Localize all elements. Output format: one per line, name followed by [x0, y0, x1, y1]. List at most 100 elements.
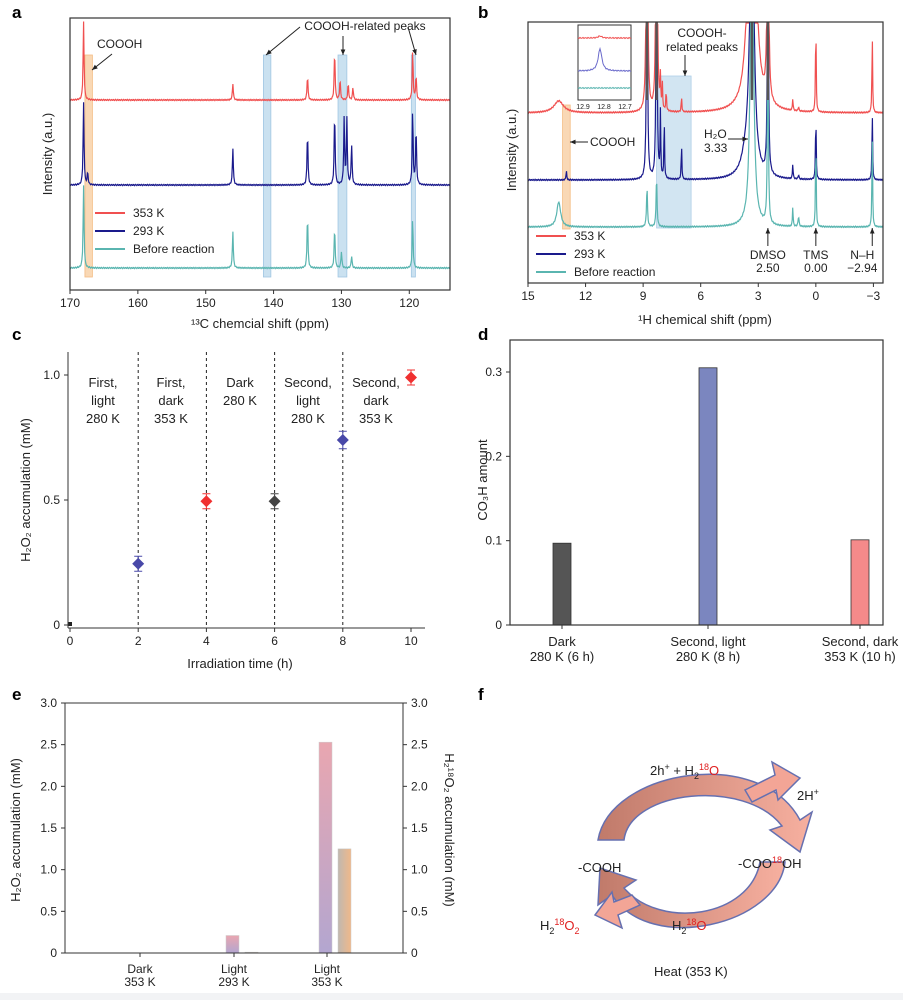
region-label: Dark — [226, 375, 254, 390]
arrowhead — [412, 49, 417, 55]
spectrum-line-before-reaction — [527, 22, 884, 229]
tms-value: 0.00 — [804, 261, 828, 275]
bar-h2o2 — [318, 741, 333, 954]
data-point — [132, 557, 145, 570]
x-tick-label: 12 — [579, 289, 593, 303]
y-tick-label: 1.0 — [40, 863, 57, 877]
spectrum-line-353-k — [69, 21, 451, 102]
highlight-band — [337, 54, 348, 278]
panel-label-e: e — [12, 685, 21, 704]
region-label: 353 K — [154, 411, 188, 426]
legend-label: 293 K — [574, 247, 605, 261]
top-reactants: 2h+ + H218O — [650, 762, 719, 781]
bar — [850, 539, 870, 626]
inset-trace — [577, 35, 632, 40]
nh-value: −2.94 — [847, 261, 878, 275]
spectrum-line-293-k — [69, 102, 451, 187]
region-label: dark — [363, 393, 389, 408]
category-label: Dark — [548, 634, 576, 649]
annotation-arrow — [265, 26, 301, 56]
product-arrow — [593, 890, 642, 930]
h218o-label: H218O — [672, 917, 707, 936]
y-axis-label: Intensity (a.u.) — [40, 113, 55, 195]
category-label: Dark — [127, 962, 153, 976]
data-point — [200, 495, 213, 508]
region-label: Second, — [352, 375, 400, 390]
data-point — [405, 371, 417, 384]
released-protons: 2H+ — [797, 787, 819, 803]
x-tick-label: 2 — [135, 634, 142, 648]
y-tick-label: 0.2 — [485, 449, 502, 463]
dmso-annotation: DMSO — [750, 248, 786, 262]
x-tick-label: 140 — [264, 296, 284, 310]
axes-frame — [527, 21, 884, 284]
category-label: Light — [314, 962, 341, 976]
legend-label: 353 K — [574, 229, 605, 243]
inset-trace — [577, 86, 632, 90]
cooh-label: -COOH — [578, 860, 621, 875]
category-label: Light — [221, 962, 248, 976]
spectrum-line-353-k — [527, 22, 884, 115]
region-label: 280 K — [223, 393, 257, 408]
y-tick-label: 2.0 — [411, 779, 428, 793]
panel-f: 2h+ + H218O 2H+ -COOH -COO18OH H218O2 H2… — [540, 760, 819, 979]
legend-label: Before reaction — [574, 265, 655, 279]
panel-label-d: d — [478, 325, 488, 344]
panel-e: 0 0.5 1.0 1.5 2.0 2.5 3.0 0 0.5 1.0 1.5 2.0 2.5 3.0 Da… — [8, 696, 457, 989]
region-label: 280 K — [291, 411, 325, 426]
x-tick-label: 0 — [812, 289, 819, 303]
heat-label: Heat (353 K) — [654, 964, 728, 979]
legend-label: Before reaction — [133, 242, 214, 256]
category-label: 353 K — [124, 975, 155, 989]
inset-trace — [577, 46, 632, 73]
footer-bar — [0, 993, 903, 1000]
panel-label-b: b — [478, 3, 488, 22]
data-point — [68, 622, 72, 626]
category-label: 293 K — [218, 975, 249, 989]
region-label: First, — [157, 375, 186, 390]
spectrum-line-before-reaction — [69, 185, 450, 270]
coooh-related-annotation: COOOH-related peaks — [304, 19, 425, 33]
region-label: First, — [89, 375, 118, 390]
panel-label-c: c — [12, 325, 21, 344]
arrowhead — [266, 49, 272, 55]
coooh-annotation: COOOH — [97, 37, 142, 51]
category-label: 280 K (6 h) — [530, 649, 594, 664]
category-label: Second, light — [670, 634, 746, 649]
region-label: 353 K — [359, 411, 393, 426]
y-tick-label: 1.5 — [40, 821, 57, 835]
x-tick-label: 160 — [128, 296, 148, 310]
h2o-annotation: H₂O — [704, 127, 727, 141]
release-arrow — [743, 760, 802, 803]
x-tick-label: 8 — [339, 634, 346, 648]
bar-h2o2 — [225, 935, 240, 954]
arrowhead — [682, 70, 688, 76]
coooh-annotation: COOOH — [590, 135, 635, 149]
x-tick-label: 150 — [196, 296, 216, 310]
x-tick-label: 170 — [60, 296, 80, 310]
inset-tick-label: 12.8 — [597, 104, 611, 111]
inset-frame — [577, 24, 632, 101]
y-axis-label: CO₃H amount — [475, 439, 490, 521]
legend-label: 293 K — [133, 224, 164, 238]
x-tick-label: 130 — [331, 296, 351, 310]
x-tick-label: 9 — [640, 289, 647, 303]
region-label: Second, — [284, 375, 332, 390]
y-axis-label: H₂O₂ accumulation (mM) — [18, 418, 33, 562]
highlight-band — [262, 54, 272, 278]
y-tick-label: 0.1 — [485, 534, 502, 548]
spectrum-line-293-k — [527, 22, 884, 182]
panel-b: 15 12 9 6 3 0 −3 ¹H chemical shift (ppm) Intensi… — [504, 21, 884, 327]
coo18oh-label: -COO18OH — [738, 855, 801, 871]
h218o2-label: H218O2 — [540, 917, 580, 936]
bar-h218o2 — [337, 848, 352, 954]
bar — [552, 542, 572, 626]
x-axis-label: Irradiation time (h) — [187, 656, 292, 671]
category-label: 353 K (10 h) — [824, 649, 896, 664]
panel-a: 170 160 150 140 130 120 ¹³C chemcial shift (pp… — [40, 17, 451, 331]
y-tick-label: 3.0 — [40, 696, 57, 710]
panel-label-a: a — [12, 3, 22, 22]
data-point — [268, 495, 281, 508]
arrowhead — [869, 228, 875, 234]
